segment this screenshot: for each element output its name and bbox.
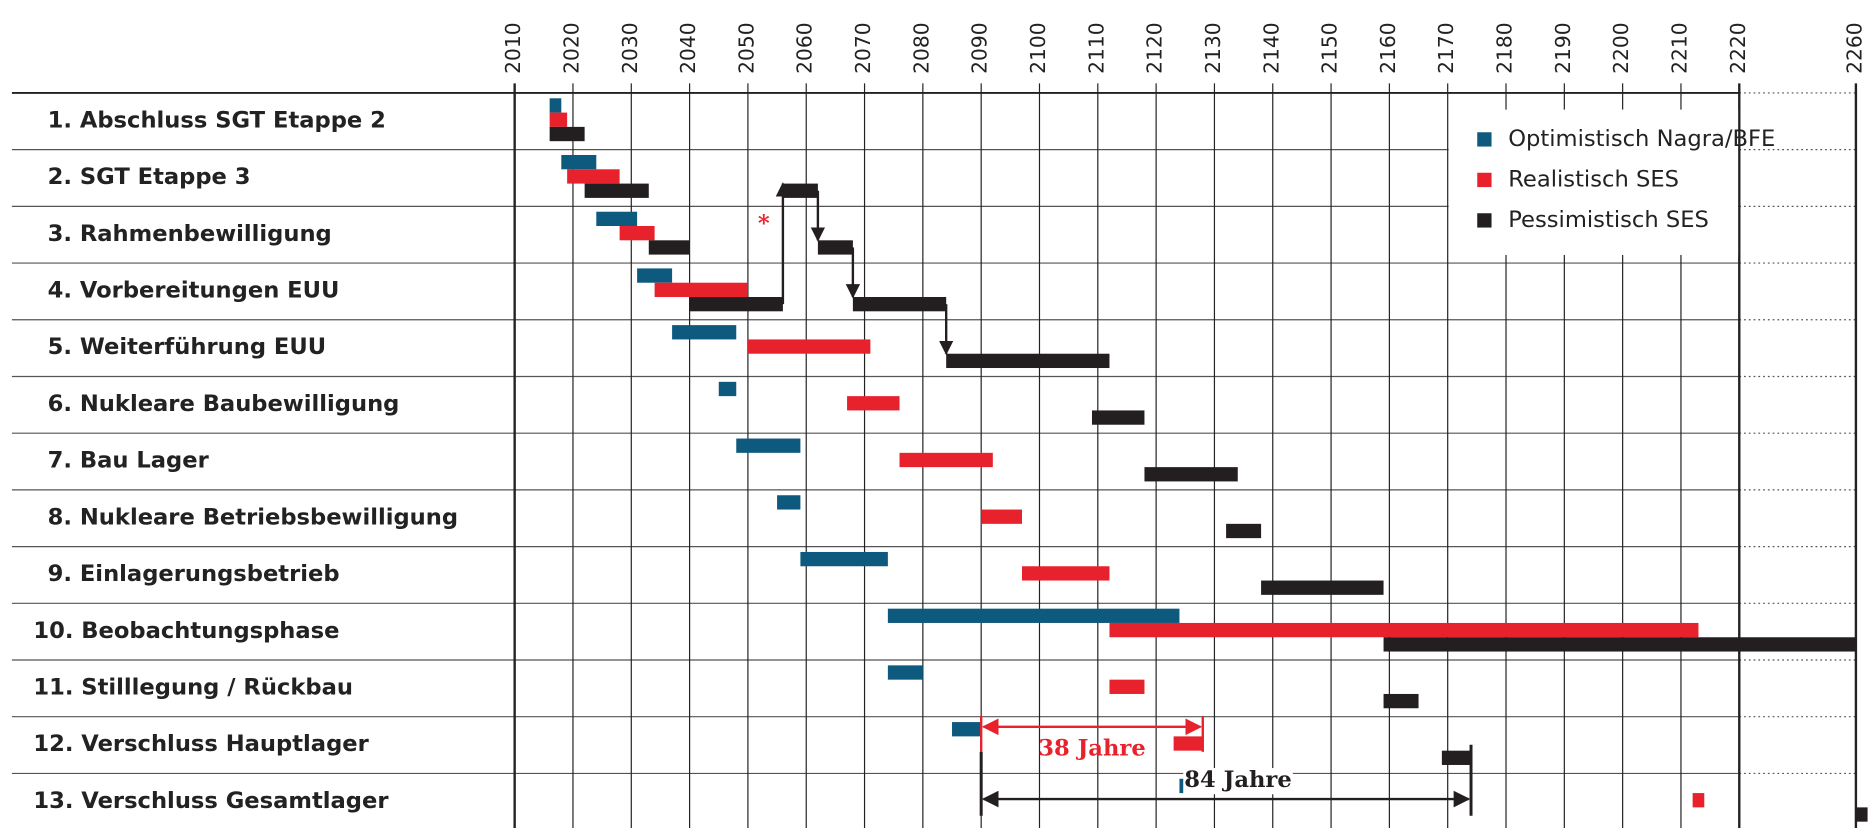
x-tick-label: 2040: [676, 22, 700, 74]
x-tick-label: 2010: [501, 22, 525, 74]
ann-label: 38 Jahre: [1038, 735, 1146, 761]
bar: [654, 282, 748, 298]
legend-swatch: [1477, 213, 1492, 228]
bar: [981, 509, 1022, 524]
task-label: 11. Stilllegung / Rückbau: [33, 675, 353, 701]
x-tick-label: 2150: [1318, 22, 1342, 74]
bar: [899, 452, 993, 468]
x-tick-label: 2120: [1143, 22, 1167, 74]
task-label: 1. Abschluss SGT Etappe 2: [48, 107, 386, 133]
legend-swatch: [1477, 172, 1492, 188]
bar: [549, 112, 568, 127]
task-label: 10. Beobachtungsphase: [33, 618, 339, 644]
bar: [736, 438, 801, 453]
x-tick-label: 2110: [1084, 22, 1108, 74]
task-label: 7. Bau Lager: [48, 448, 210, 474]
x-tick-label: 2190: [1551, 22, 1575, 74]
task-label: 13. Verschluss Gesamtlager: [33, 788, 389, 814]
ann-star: *: [758, 211, 770, 237]
bar: [946, 353, 1110, 369]
bar: [584, 183, 649, 198]
x-tick-label: 2070: [851, 22, 875, 74]
x-tick-label: 2130: [1201, 22, 1225, 74]
x-tick-label: 2030: [618, 22, 642, 74]
task-label: 4. Vorbereitungen EUU: [48, 278, 340, 304]
bar: [1144, 467, 1238, 482]
task-label: 6. Nukleare Baubewilligung: [48, 391, 400, 417]
x-tick-label: 2200: [1609, 22, 1633, 74]
bar: [1261, 580, 1384, 595]
bar: [549, 98, 562, 113]
bar: [1226, 523, 1262, 539]
bar: [619, 226, 655, 241]
bar: [800, 551, 888, 567]
bar: [567, 169, 620, 184]
ann-label: 84 Jahre: [1184, 767, 1291, 793]
task-label: 2. SGT Etappe 3: [48, 164, 251, 190]
bar: [1441, 750, 1472, 765]
task-label: 8. Nukleare Betriebsbewilligung: [48, 504, 458, 530]
bar: [782, 183, 818, 198]
bar: [777, 495, 801, 510]
x-tick-label: 2160: [1376, 22, 1400, 74]
bar: [1383, 693, 1419, 709]
bar: [817, 240, 853, 255]
x-tick-label: 2080: [909, 22, 933, 74]
x-tick-label: 2220: [1726, 22, 1750, 74]
x-tick-label: 2180: [1493, 22, 1517, 74]
bar: [561, 155, 597, 170]
bar: [1109, 679, 1145, 694]
x-tick-label: 2020: [559, 22, 583, 74]
bar: [648, 240, 690, 255]
bar: [1109, 622, 1699, 638]
x-tick-label: 2260: [1842, 22, 1866, 74]
bar: [549, 126, 585, 142]
x-tick-label: 2050: [734, 22, 758, 74]
x-tick-label: 2060: [793, 22, 817, 74]
bar: [637, 268, 673, 283]
bar: [1383, 637, 1856, 652]
legend-label: Pessimistisch SES: [1508, 207, 1709, 233]
bar: [689, 297, 783, 312]
x-tick-label: 2100: [1026, 22, 1050, 74]
bar: [718, 381, 737, 397]
bar: [596, 211, 638, 227]
x-tick-label: 2140: [1259, 22, 1283, 74]
task-label: 9. Einlagerungsbetrieb: [48, 561, 340, 587]
bar: [1855, 807, 1868, 822]
bar: [672, 325, 737, 340]
bar: [1173, 736, 1203, 751]
bar: [852, 297, 947, 312]
legend-label: Optimistisch Nagra/BFE: [1508, 126, 1775, 152]
bar: [887, 665, 923, 680]
bar: [1021, 566, 1110, 581]
bar: [1692, 793, 1705, 808]
bar: [1091, 410, 1145, 425]
x-tick-label: 2170: [1434, 22, 1458, 74]
ann-bg: [1183, 768, 1293, 795]
x-tick-label: 2210: [1667, 22, 1691, 74]
legend-box: [1448, 109, 1739, 255]
legend-label: Realistisch SES: [1508, 166, 1679, 192]
bar: [952, 722, 982, 737]
bar: [747, 339, 871, 354]
task-label: 12. Verschluss Hauptlager: [33, 731, 369, 757]
legend-swatch: [1477, 132, 1492, 147]
bar: [847, 396, 900, 411]
task-label: 3. Rahmenbewilligung: [48, 221, 332, 247]
bar: [887, 608, 1180, 623]
task-label: 5. Weiterführung EUU: [48, 334, 326, 360]
x-tick-label: 2090: [968, 22, 992, 74]
